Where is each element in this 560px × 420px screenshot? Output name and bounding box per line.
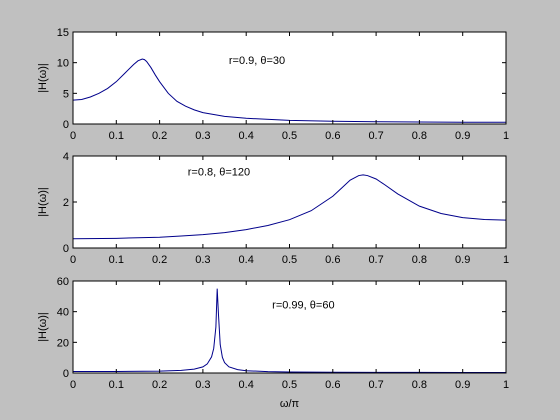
x-tick-label: 0.6 xyxy=(325,379,340,391)
y-tick-label: 60 xyxy=(57,276,69,288)
annotation-text: r=0.9, θ=30 xyxy=(229,55,285,67)
x-tick-label: 0.2 xyxy=(152,379,167,391)
y-tick-label: 0 xyxy=(63,119,69,131)
x-tick-label: 0 xyxy=(70,254,76,266)
series-line xyxy=(73,58,506,123)
y-tick-label: 10 xyxy=(57,58,69,70)
annotation-text: r=0.8, θ=120 xyxy=(188,167,250,179)
subplot-3: 0 0.1 0.2 0.3 0.4 0.5 0.6 0.7 0.8 0.9 1 0 20 40 60 |H(ω… xyxy=(37,276,509,410)
y-tick-label: 20 xyxy=(57,337,69,349)
x-tick-label: 0.3 xyxy=(195,379,210,391)
x-tick-label: 0.9 xyxy=(455,379,470,391)
axes-background xyxy=(73,281,506,373)
subplot-2: 0 0.1 0.2 0.3 0.4 0.5 0.6 0.7 0.8 0.9 1 0 2 4 |H(ω)| r=… xyxy=(37,151,509,266)
x-tick-label: 0.8 xyxy=(412,130,427,142)
annotation-text: r=0.99, θ=60 xyxy=(272,300,334,312)
x-tick-label: 0.9 xyxy=(455,130,470,142)
x-tick-label: 0.9 xyxy=(455,254,470,266)
x-tick-label: 0.7 xyxy=(368,379,383,391)
x-tick-label: 0.2 xyxy=(152,254,167,266)
x-tick-label: 0.7 xyxy=(368,254,383,266)
x-tick-label: 0.1 xyxy=(109,254,124,266)
subplot-1: 0 0.1 0.2 0.3 0.4 0.5 0.6 0.7 0.8 0.9 1051015|H(ω)… xyxy=(37,27,509,142)
x-tick-label: 0.8 xyxy=(412,379,427,391)
y-tick-label: 5 xyxy=(63,88,69,100)
y-tick-label: 0 xyxy=(63,368,69,380)
x-tick-label: 0 xyxy=(70,130,76,142)
y-tick-label: 4 xyxy=(63,151,69,163)
x-tick-label: 0.4 xyxy=(239,379,254,391)
y-tick-label: 15 xyxy=(57,27,69,39)
x-tick-label: 0.4 xyxy=(239,130,254,142)
y-tick-label: 2 xyxy=(63,197,69,209)
x-tick-label: 0.6 xyxy=(325,254,340,266)
x-tick-label: 0.5 xyxy=(282,254,297,266)
y-tick-label: 0 xyxy=(63,243,69,255)
x-tick-label: 0.8 xyxy=(412,254,427,266)
y-axis-label: |H(ω)| xyxy=(37,312,49,342)
x-tick-label: 0.6 xyxy=(325,130,340,142)
x-tick-label: 0.3 xyxy=(195,254,210,266)
y-tick-label: 40 xyxy=(57,307,69,319)
axes-background xyxy=(73,32,506,124)
x-tick-label: 0.7 xyxy=(368,130,383,142)
x-tick-label: 0 xyxy=(70,379,76,391)
axes-background xyxy=(73,156,506,248)
x-tick-label: 1 xyxy=(503,130,509,142)
x-tick-label: 0.4 xyxy=(239,254,254,266)
y-axis-label: |H(ω)| xyxy=(37,63,49,93)
x-tick-label: 0.1 xyxy=(109,130,124,142)
x-tick-label: 0.3 xyxy=(195,130,210,142)
series-line xyxy=(73,174,506,240)
x-tick-label: 0.5 xyxy=(282,379,297,391)
x-axis-label: ω/π xyxy=(280,398,300,410)
x-tick-label: 0.2 xyxy=(152,130,167,142)
x-tick-label: 1 xyxy=(503,254,509,266)
x-tick-label: 0.1 xyxy=(109,379,124,391)
y-axis-label: |H(ω)| xyxy=(37,187,49,217)
x-tick-label: 0.5 xyxy=(282,130,297,142)
x-tick-label: 1 xyxy=(503,379,509,391)
